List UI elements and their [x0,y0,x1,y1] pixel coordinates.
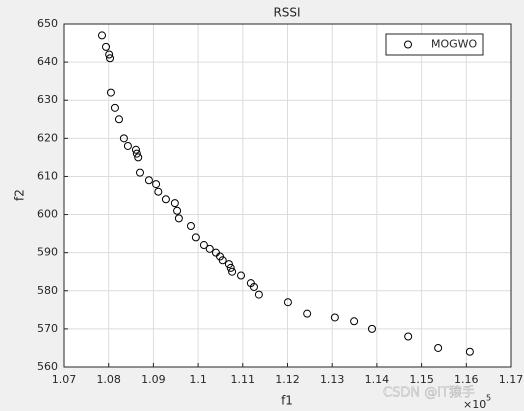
x-tick-label: 1.07 [52,373,77,386]
point [249,282,258,291]
point [224,260,233,269]
point [174,214,183,223]
point [97,31,106,40]
point [404,332,413,341]
y-tick-label: 560 [37,360,58,373]
point [350,317,359,326]
point [131,145,140,154]
point [134,153,143,162]
x-tick-label: 1.16 [454,373,479,386]
chart-title: RSSI [273,6,300,20]
point [199,241,208,250]
legend-marker [404,40,412,49]
point [330,313,339,322]
point [218,256,227,265]
point [173,206,182,215]
point [254,290,263,299]
x-tick-label: 1.11 [231,373,256,386]
x-tick-label: 1.13 [320,373,345,386]
point [170,199,179,208]
y-tick-label: 600 [37,208,58,221]
x-tick-label: 1.08 [96,373,121,386]
axes-box [63,23,512,368]
point [152,180,161,189]
point [106,88,115,97]
x-tick-label: 1.12 [275,373,300,386]
point [205,244,214,253]
point [114,115,123,124]
point [237,271,246,280]
y-tick-label: 640 [37,55,58,68]
y-tick-label: 620 [37,131,58,144]
y-tick-label: 570 [37,322,58,335]
x-tick-label: 1.1 [189,373,207,386]
y-tick-label: 580 [37,284,58,297]
point [226,263,235,272]
y-tick-label: 650 [37,17,58,30]
point [228,267,237,276]
x-tick-label: 1.17 [499,373,524,386]
point [186,221,195,230]
point [135,168,144,177]
point [465,347,474,356]
point [161,195,170,204]
x-tick-label: 1.15 [409,373,434,386]
point [123,141,132,150]
point [191,233,200,242]
y-tick-label: 610 [37,169,58,182]
point [434,343,443,352]
legend-box [385,33,484,56]
x-tick-label: 1.14 [365,373,390,386]
x-axis-label: f1 [281,394,293,408]
point [367,324,376,333]
point [154,187,163,196]
point [106,54,115,63]
point [119,134,128,143]
x-exponent-power: 5 [486,394,491,403]
point [283,298,292,307]
x-exponent-base: ×10 [463,398,486,411]
point [102,42,111,51]
x-tick-label: 1.09 [141,373,166,386]
watermark: CSDN @IT猿手 [383,386,475,401]
point [132,149,141,158]
point [110,103,119,112]
y-axis-label: f2 [13,189,27,201]
legend-label: MOGWO [431,38,478,51]
point [105,50,114,59]
point [144,176,153,185]
point [303,309,312,318]
y-tick-label: 630 [37,93,58,106]
y-tick-label: 590 [37,246,58,259]
